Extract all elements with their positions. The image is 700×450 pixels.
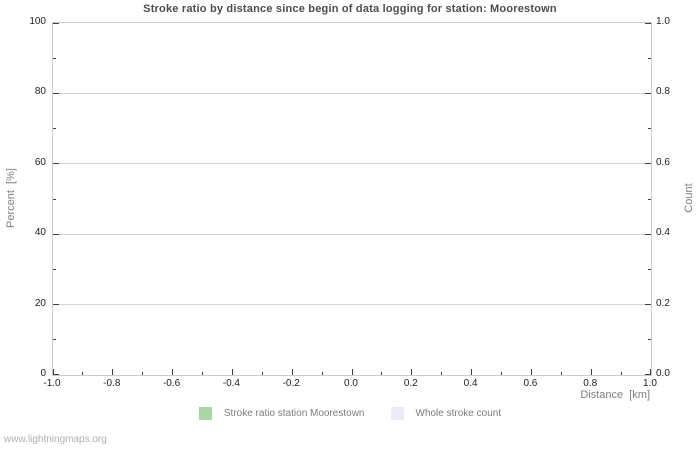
y-tick-label-left: 20 — [34, 297, 46, 309]
y-tick-minor-right — [648, 339, 651, 341]
x-tick-minor — [620, 372, 622, 375]
y-tick-major-left — [53, 92, 59, 94]
y-tick-label-right: 0.2 — [656, 297, 670, 309]
x-tick-label: -1.0 — [43, 378, 61, 389]
y-tick-label-right: 0.4 — [656, 227, 670, 239]
legend: Stroke ratio station Moorestown Whole str… — [0, 407, 700, 420]
plot-area — [52, 22, 652, 376]
y-tick-minor-right — [648, 128, 651, 130]
y-tick-minor-left — [53, 57, 56, 59]
x-tick-major — [530, 369, 532, 375]
x-tick-minor — [261, 372, 263, 375]
x-tick-minor — [321, 372, 323, 375]
y-tick-major-right — [645, 374, 651, 375]
y-tick-major-right — [645, 304, 651, 306]
legend-swatch-whole-stroke-count — [390, 407, 404, 420]
x-tick-label: 0.0 — [344, 378, 358, 389]
x-tick-label: -0.8 — [103, 378, 121, 389]
y-tick-major-right — [645, 163, 651, 165]
y-axis-label-left: Percent [%] — [5, 168, 17, 228]
gridline — [53, 163, 651, 165]
y-tick-label-left: 60 — [34, 156, 46, 168]
x-tick-label: 0.4 — [463, 378, 478, 389]
x-tick-major — [471, 369, 473, 375]
y-tick-label-left: 100 — [29, 16, 46, 27]
y-tick-minor-right — [648, 268, 651, 270]
x-axis-label: Distance [km] — [580, 389, 650, 401]
y-tick-minor-left — [53, 128, 56, 130]
x-tick-major — [351, 369, 353, 375]
x-tick-major — [231, 369, 233, 375]
y-tick-minor-left — [53, 268, 56, 270]
x-tick-minor — [381, 372, 383, 375]
x-tick-label: -0.4 — [222, 378, 240, 389]
x-tick-major — [172, 369, 174, 375]
legend-entry: Stroke ratio station Moorestown — [198, 407, 365, 420]
y-tick-minor-right — [648, 198, 651, 200]
x-tick-minor — [82, 372, 84, 375]
y-tick-label-right: 1.0 — [656, 16, 670, 27]
y-tick-label-right: 0.6 — [656, 156, 670, 168]
x-tick-label: -0.2 — [282, 378, 300, 389]
legend-entry: Whole stroke count — [390, 407, 502, 420]
y-tick-major-left — [53, 304, 59, 306]
legend-label: Stroke ratio station Moorestown — [223, 408, 365, 419]
x-tick-major — [411, 369, 413, 375]
x-tick-minor — [142, 372, 144, 375]
gridline — [53, 92, 651, 94]
chart-title: Stroke ratio by distance since begin of … — [143, 3, 557, 15]
x-tick-label: -0.6 — [162, 378, 181, 389]
x-tick-minor — [560, 372, 562, 375]
y-tick-label-right: 0.8 — [656, 86, 670, 98]
y-tick-major-right — [645, 23, 651, 24]
x-tick-minor — [202, 372, 203, 375]
x-tick-label: 0.2 — [403, 378, 418, 389]
watermark: www.lightningmaps.org — [4, 434, 107, 445]
y-tick-major-left — [53, 374, 59, 375]
x-tick-major — [53, 369, 54, 375]
legend-label: Whole stroke count — [415, 408, 502, 419]
y-tick-label-left: 80 — [34, 86, 46, 98]
x-tick-major — [291, 369, 293, 375]
gridline — [53, 233, 651, 235]
y-tick-label-left: 0 — [40, 368, 46, 379]
y-tick-major-left — [53, 23, 59, 24]
y-tick-label-left: 40 — [34, 227, 46, 239]
x-tick-label: 0.6 — [523, 378, 538, 389]
x-tick-major — [590, 369, 592, 375]
y-tick-major-right — [645, 233, 651, 235]
x-tick-major — [112, 369, 114, 375]
x-tick-minor — [501, 372, 502, 375]
y-tick-major-right — [645, 92, 651, 94]
y-tick-label-right: 0.0 — [656, 368, 670, 379]
y-tick-minor-left — [53, 198, 56, 200]
y-axis-label-right: Count — [683, 183, 695, 213]
y-tick-minor-right — [648, 57, 651, 59]
y-tick-major-left — [53, 163, 59, 165]
legend-swatch-stroke-ratio — [198, 407, 212, 420]
y-tick-minor-left — [53, 339, 56, 341]
y-tick-major-left — [53, 233, 59, 235]
x-tick-label: 0.8 — [583, 378, 598, 389]
x-tick-label: 1.0 — [643, 378, 657, 389]
x-tick-minor — [441, 372, 443, 375]
gridline — [53, 304, 651, 306]
x-tick-major — [650, 369, 651, 375]
